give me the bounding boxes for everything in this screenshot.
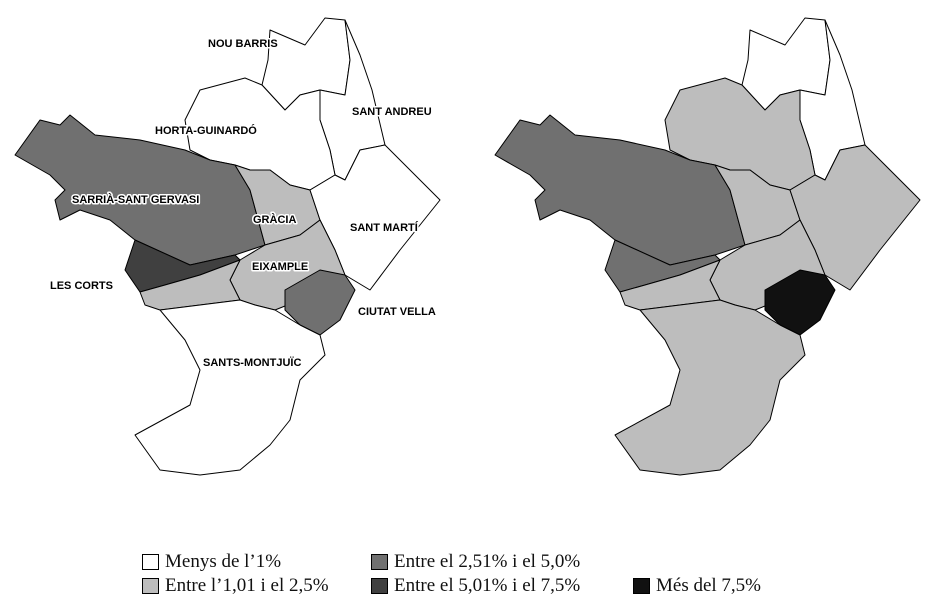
district-labels: NOU BARRIS SANT ANDREU HORTA-GUINARDÓ SA… bbox=[49, 37, 438, 371]
district-sants-montjuic bbox=[134, 299, 326, 476]
label-sant-andreu: SANT ANDREU bbox=[352, 106, 432, 118]
district-sants-montjuic bbox=[614, 299, 806, 476]
legend-item-5to75: Entre el 5,01% i el 7,5% bbox=[371, 575, 580, 597]
legend-label: Més del 7,5% bbox=[656, 575, 762, 596]
label-nou-barris: NOU BARRIS bbox=[208, 38, 278, 50]
label-horta-guinardo: HORTA-GUINARDÓ bbox=[155, 124, 257, 137]
legend-item-lt1: Menys de l’1% bbox=[142, 551, 281, 573]
district-shapes bbox=[494, 17, 921, 476]
label-gracia: GRÀCIA bbox=[253, 213, 296, 226]
label-sants-montjuic: SANTS-MONTJUÏC bbox=[203, 356, 301, 369]
district-les-corts-south bbox=[139, 259, 241, 311]
legend-swatch bbox=[142, 554, 159, 570]
legend-label: Entre el 5,01% i el 7,5% bbox=[394, 575, 581, 596]
legend-label: Entre l’1,01 i el 2,5% bbox=[165, 575, 329, 596]
label-ciutat-vella: CIUTAT VELLA bbox=[358, 306, 436, 318]
legend-swatch bbox=[371, 554, 388, 570]
district-shapes bbox=[14, 17, 441, 476]
label-sant-marti: SANT MARTÍ bbox=[350, 221, 419, 234]
legend-item-gt75: Més del 7,5% bbox=[633, 575, 761, 597]
label-eixample: EIXAMPLE bbox=[252, 261, 308, 273]
map-right bbox=[494, 17, 921, 476]
legend-swatch bbox=[371, 578, 388, 594]
map-left: NOU BARRIS SANT ANDREU HORTA-GUINARDÓ SA… bbox=[14, 17, 441, 476]
legend-swatch bbox=[142, 578, 159, 594]
legend-label: Menys de l’1% bbox=[165, 551, 282, 572]
district-ciutat-vella bbox=[764, 269, 836, 336]
legend-swatch bbox=[633, 578, 650, 594]
district-les-corts-south bbox=[619, 259, 721, 311]
label-les-corts: LES CORTS bbox=[50, 280, 113, 292]
district-ciutat-vella bbox=[284, 269, 356, 336]
label-sarria-sant-gervasi: SARRIÀ-SANT GERVASI bbox=[72, 193, 199, 206]
legend-item-25to5: Entre el 2,51% i el 5,0% bbox=[371, 551, 580, 573]
legend-item-1to25: Entre l’1,01 i el 2,5% bbox=[142, 575, 329, 597]
legend-label: Entre el 2,51% i el 5,0% bbox=[394, 551, 581, 572]
